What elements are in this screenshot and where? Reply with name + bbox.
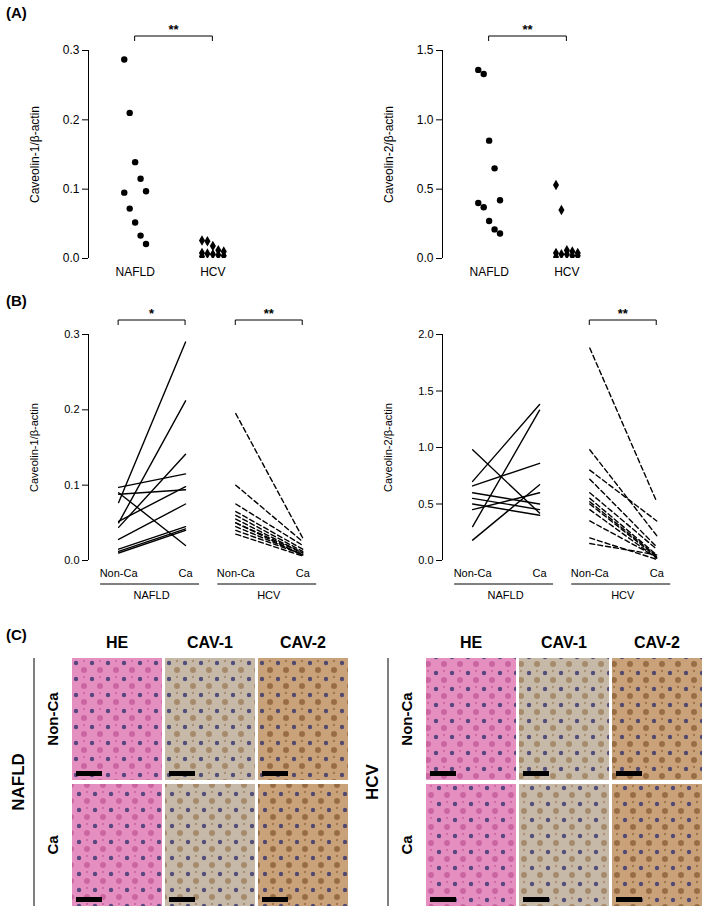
svg-text:HCV: HCV bbox=[257, 589, 281, 601]
svg-text:NAFLD: NAFLD bbox=[488, 589, 524, 601]
svg-text:Non-Ca: Non-Ca bbox=[454, 567, 493, 579]
svg-text:Ca: Ca bbox=[398, 835, 415, 855]
svg-text:Non-Ca: Non-Ca bbox=[44, 692, 61, 746]
svg-text:CAV-2: CAV-2 bbox=[634, 634, 680, 651]
svg-text:HCV: HCV bbox=[611, 589, 635, 601]
svg-text:0.5: 0.5 bbox=[418, 498, 433, 510]
svg-text:HE: HE bbox=[460, 634, 483, 651]
svg-text:Ca: Ca bbox=[650, 567, 665, 579]
html-text:(B): (B) bbox=[6, 292, 27, 309]
svg-text:1.5: 1.5 bbox=[418, 385, 433, 397]
svg-text:0.0: 0.0 bbox=[417, 251, 434, 265]
svg-text:0.3: 0.3 bbox=[63, 43, 80, 57]
svg-text:0.0: 0.0 bbox=[63, 251, 80, 265]
html-text:(A): (A) bbox=[6, 4, 27, 21]
svg-text:Ca: Ca bbox=[44, 835, 61, 855]
svg-text:Ca: Ca bbox=[533, 567, 548, 579]
svg-text:Caveolin-1/β-actin: Caveolin-1/β-actin bbox=[28, 106, 42, 203]
svg-text:Non-Ca: Non-Ca bbox=[100, 567, 139, 579]
svg-text:HCV: HCV bbox=[554, 265, 579, 279]
svg-text:0.1: 0.1 bbox=[63, 182, 80, 196]
svg-text:Non-Ca: Non-Ca bbox=[217, 567, 256, 579]
svg-text:0.2: 0.2 bbox=[63, 113, 80, 127]
html-text:(C): (C) bbox=[6, 626, 27, 643]
svg-text:NAFLD: NAFLD bbox=[115, 265, 155, 279]
svg-text:HE: HE bbox=[106, 634, 129, 651]
svg-text:NAFLD: NAFLD bbox=[9, 753, 28, 811]
svg-text:*: * bbox=[149, 306, 155, 321]
svg-text:0.0: 0.0 bbox=[418, 554, 433, 566]
svg-text:HCV: HCV bbox=[200, 265, 225, 279]
svg-text:2.0: 2.0 bbox=[418, 328, 433, 340]
svg-text:**: ** bbox=[618, 306, 629, 321]
svg-text:HCV: HCV bbox=[363, 763, 382, 800]
svg-text:Caveolin-2/β-actin: Caveolin-2/β-actin bbox=[382, 106, 396, 203]
svg-text:Ca: Ca bbox=[179, 567, 194, 579]
svg-text:Caveolin-2/β-actin: Caveolin-2/β-actin bbox=[382, 403, 394, 492]
svg-text:1.0: 1.0 bbox=[418, 441, 433, 453]
svg-text:CAV-1: CAV-1 bbox=[187, 634, 233, 651]
svg-text:1.0: 1.0 bbox=[417, 113, 434, 127]
svg-text:**: ** bbox=[168, 22, 179, 37]
svg-text:CAV-1: CAV-1 bbox=[541, 634, 587, 651]
svg-text:**: ** bbox=[264, 306, 275, 321]
svg-text:**: ** bbox=[522, 22, 533, 37]
svg-text:NAFLD: NAFLD bbox=[469, 265, 509, 279]
svg-text:0.5: 0.5 bbox=[417, 182, 434, 196]
svg-text:0.2: 0.2 bbox=[64, 403, 79, 415]
svg-text:0.3: 0.3 bbox=[64, 328, 79, 340]
svg-text:Caveolin-1/β-actin: Caveolin-1/β-actin bbox=[28, 403, 40, 492]
svg-text:Ca: Ca bbox=[296, 567, 311, 579]
svg-text:Non-Ca: Non-Ca bbox=[571, 567, 610, 579]
svg-text:0.1: 0.1 bbox=[64, 479, 79, 491]
svg-text:1.5: 1.5 bbox=[417, 43, 434, 57]
svg-text:Non-Ca: Non-Ca bbox=[398, 692, 415, 746]
svg-text:NAFLD: NAFLD bbox=[134, 589, 170, 601]
svg-text:0.0: 0.0 bbox=[64, 554, 79, 566]
svg-text:CAV-2: CAV-2 bbox=[280, 634, 326, 651]
